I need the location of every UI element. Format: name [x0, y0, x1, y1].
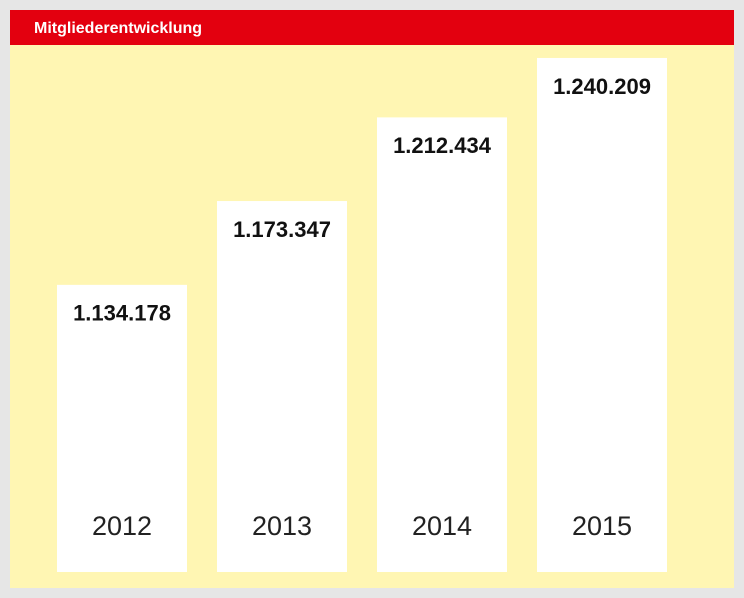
x-tick-label: 2014: [412, 511, 472, 541]
header-band: [10, 10, 734, 45]
bar: [217, 201, 347, 572]
chart-title: Mitgliederentwicklung: [34, 20, 202, 37]
value-label: 1.134.178: [73, 301, 171, 326]
x-tick-label: 2015: [572, 511, 632, 541]
bar: [377, 117, 507, 573]
value-label: 1.212.434: [393, 133, 492, 158]
bar: [57, 284, 187, 572]
bar: [537, 57, 667, 572]
x-tick-label: 2012: [92, 511, 152, 541]
value-label: 1.173.347: [233, 217, 331, 242]
value-label: 1.240.209: [553, 74, 651, 99]
x-tick-label: 2013: [252, 511, 312, 541]
